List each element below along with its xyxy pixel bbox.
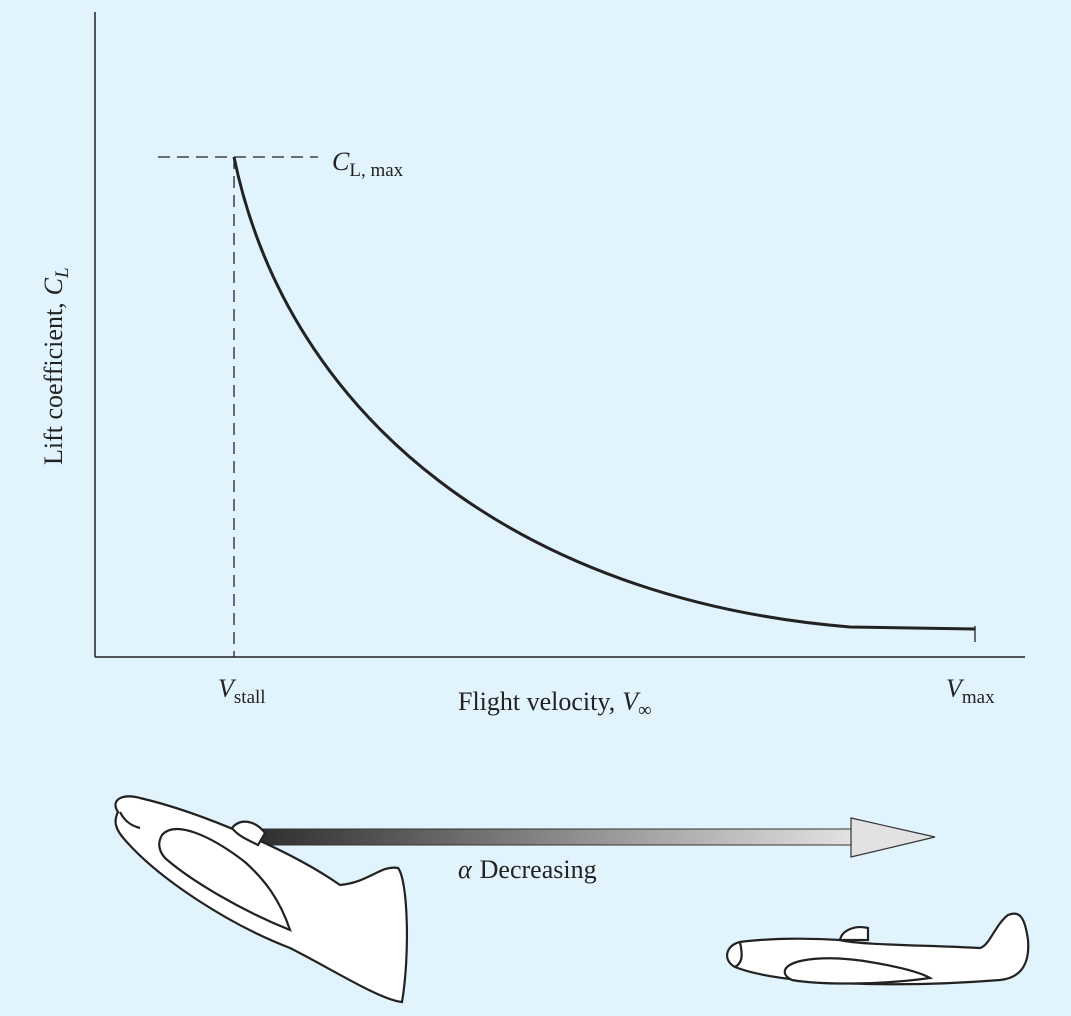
arrow-shaft xyxy=(191,828,853,846)
peak-label: CL, max xyxy=(332,147,404,181)
canopy xyxy=(838,926,870,942)
symbol: V xyxy=(946,674,965,703)
nose xyxy=(119,811,141,830)
x-marker-label: Vmax xyxy=(946,674,995,708)
symbol: V xyxy=(218,674,237,703)
label-text: Lift coefficient, xyxy=(39,302,68,465)
symbol: α xyxy=(458,855,473,884)
subscript: stall xyxy=(234,687,266,708)
subscript: ∞ xyxy=(638,700,652,721)
label-text: Decreasing xyxy=(480,855,597,884)
y-axis-label: Lift coefficient, CL xyxy=(39,267,73,465)
nose xyxy=(734,941,743,968)
canopy xyxy=(230,820,267,847)
subscript: L, max xyxy=(349,160,403,181)
symbol: C xyxy=(332,147,350,176)
airplane-low-alpha xyxy=(726,912,1030,986)
x-axis-label: Flight velocity, V∞ xyxy=(458,687,652,721)
label-text: Flight velocity, xyxy=(458,687,615,716)
x-marker-label: Vstall xyxy=(218,674,266,708)
arrow xyxy=(191,817,936,858)
axes xyxy=(94,12,1025,658)
subscript: max xyxy=(962,687,995,708)
arrow-label: α Decreasing xyxy=(458,855,597,884)
symbol: C xyxy=(39,277,68,295)
airplane-high-alpha xyxy=(114,795,409,1004)
curve xyxy=(232,156,976,631)
wing xyxy=(783,957,934,985)
arrow-head xyxy=(850,817,936,858)
symbol: V xyxy=(622,687,641,716)
wing xyxy=(158,827,292,932)
subscript: L xyxy=(52,267,73,279)
